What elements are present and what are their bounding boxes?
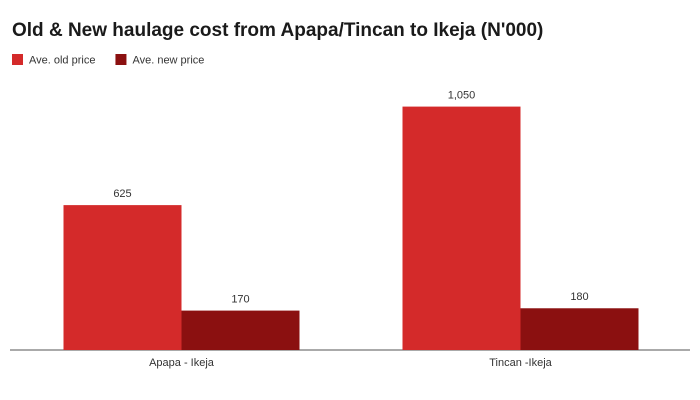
legend-swatch [115,54,127,65]
legend-label: Ave. old price [29,54,95,66]
x-tick-label: Tincan -Ikeja [489,357,552,369]
chart-title: Old & New haulage cost from Apapa/Tincan… [12,20,543,41]
value-label: 625 [113,188,131,200]
bar [181,310,300,350]
bar [63,205,182,350]
value-label: 180 [570,291,588,303]
legend-label: Ave. new price [132,54,204,66]
bar [402,106,521,350]
bar [520,308,639,350]
legend-swatch [12,54,23,65]
value-label: 1,050 [448,89,476,101]
value-label: 170 [231,293,249,305]
x-tick-label: Apapa - Ikeja [149,357,215,369]
